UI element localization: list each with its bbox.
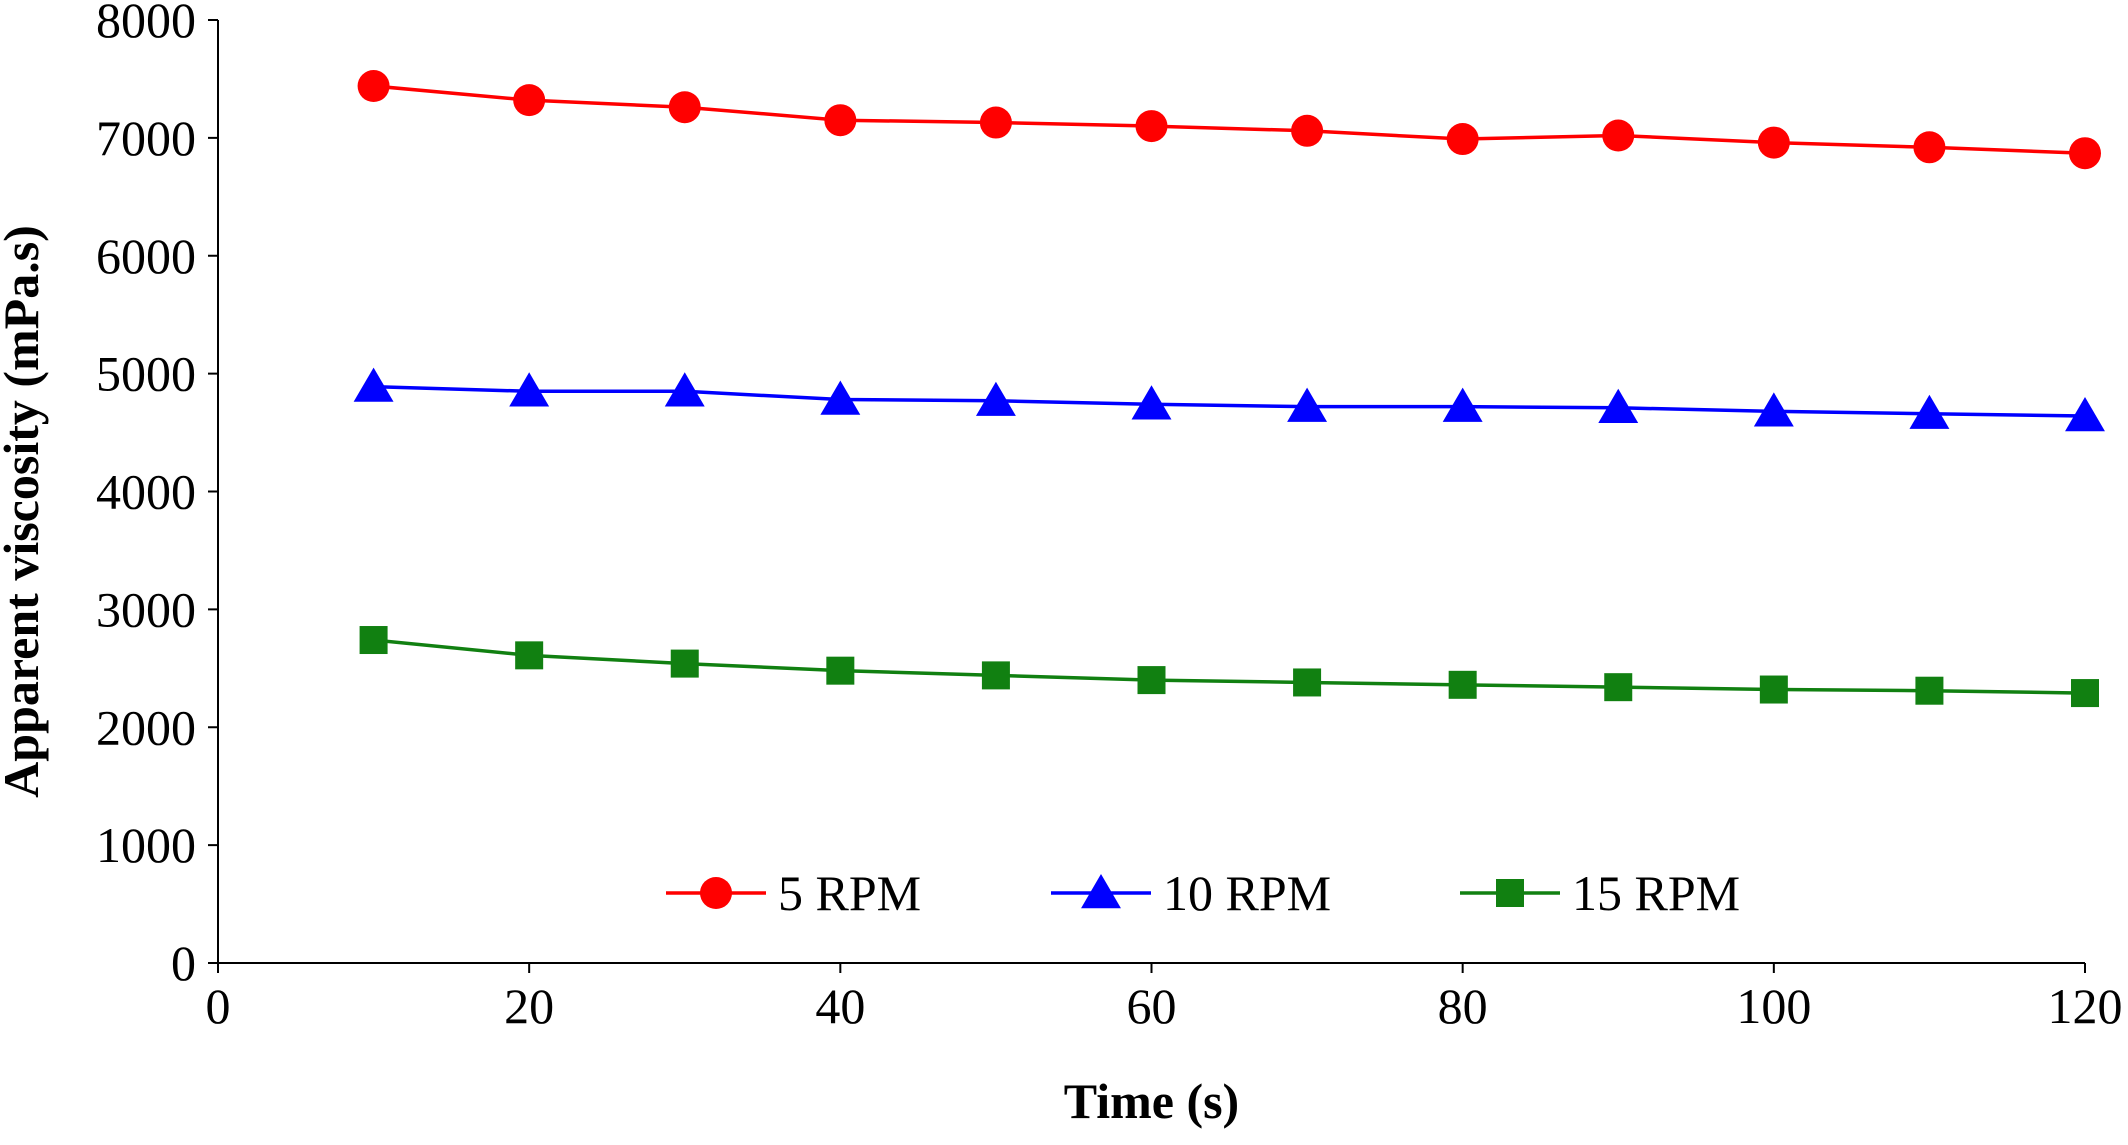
legend-label: 10 RPM [1163,865,1331,921]
data-point [1915,676,1944,705]
data-point [1135,110,1168,143]
data-point [668,91,701,124]
data-point [1448,670,1477,699]
series-1 [353,367,2105,432]
legend-marker [700,877,732,909]
data-point [1604,673,1633,702]
legend-label: 5 RPM [778,865,921,921]
data-point [2065,397,2105,432]
y-tick-label: 1000 [96,817,196,873]
y-tick-label: 0 [171,935,196,991]
data-point [670,649,699,678]
data-point [1293,668,1322,697]
data-point [2069,137,2101,170]
data-point [2071,679,2099,708]
y-tick-label: 4000 [96,464,196,520]
legend-item: 15 RPM [1460,865,1740,921]
x-tick-label: 0 [206,978,231,1034]
x-tick-label: 100 [1736,978,1811,1034]
data-point [1446,123,1479,156]
data-point [975,381,1016,416]
data-point [824,104,857,137]
legend-item: 5 RPM [666,865,921,921]
x-tick-label: 20 [504,978,554,1034]
legend: 5 RPM 10 RPM 15 RPM [666,865,1740,921]
x-tick-label: 120 [2048,978,2123,1034]
series-layer [353,70,2105,708]
data-point [1442,387,1483,422]
x-tick-label: 80 [1438,978,1488,1034]
data-point [1757,126,1790,159]
axes: 0 1000 2000 3000 4000 5000 6000 7000 8000 0 20 40 60… [96,0,2123,1034]
data-point [513,84,546,117]
data-point [353,367,394,402]
data-point [1759,675,1788,704]
data-point [359,626,388,655]
data-point [664,372,705,407]
data-point [515,641,544,670]
legend-item: 10 RPM [1051,865,1331,921]
series-line [373,384,2086,418]
data-point [1137,666,1166,695]
data-point [981,661,1010,690]
series-line [373,638,2086,695]
legend-label: 15 RPM [1572,865,1740,921]
data-point [1131,385,1172,420]
data-point [1598,388,1639,424]
series-0 [357,70,2101,170]
y-tick-label: 7000 [96,110,196,166]
series-line [373,84,2086,155]
y-tick-label: 2000 [96,699,196,755]
x-axis-title: Time (s) [1064,1073,1239,1129]
data-point [1909,394,1950,429]
y-tick-label: 6000 [96,228,196,284]
data-point [1291,114,1324,147]
legend-marker [1496,879,1524,907]
data-point [357,70,390,103]
data-point [820,380,861,415]
data-point [826,656,855,685]
data-point [1287,387,1328,422]
data-point [1602,119,1635,152]
data-point [979,106,1012,139]
y-tick-label: 3000 [96,581,196,637]
y-tick-label: 5000 [96,346,196,402]
legend-marker [1081,874,1121,909]
y-tick-label: 8000 [96,0,196,48]
y-axis-title: Apparent viscosity (mPa.s) [0,225,49,798]
data-point [1913,131,1946,164]
series-2 [359,626,2099,708]
data-point [509,372,550,407]
data-point [1753,392,1794,427]
x-tick-label: 40 [815,978,865,1034]
x-tick-label: 60 [1127,978,1177,1034]
